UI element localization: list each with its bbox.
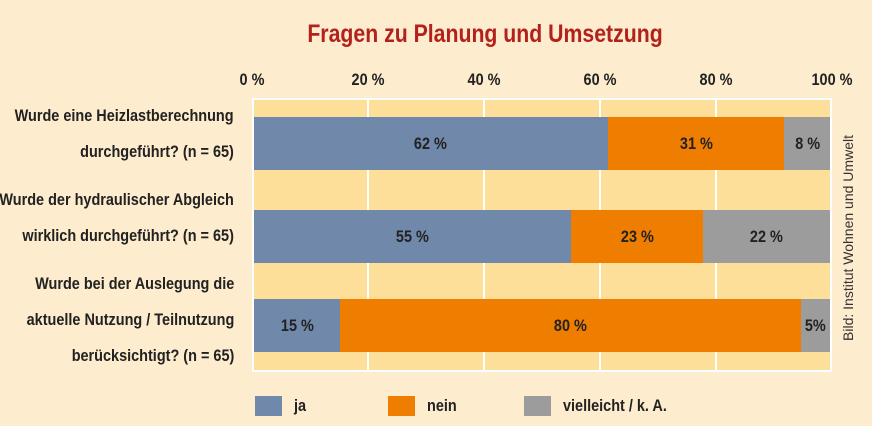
x-tick-label: 100 % [811,70,853,89]
x-tick-label: 0 % [239,70,265,89]
legend-label: ja [294,396,307,415]
data-label: 55 % [395,226,429,246]
category-label: Wurde der hydraulischer Abgleich [0,190,234,209]
data-label: 62 % [414,133,448,153]
data-label: 23 % [620,226,654,246]
category-label: berücksichtigt? (n = 65) [71,346,234,365]
legend-label: nein [427,396,457,415]
legend-label: vielleicht / k. A. [563,396,667,415]
category-label: aktuelle Nutzung / Teilnutzung [26,310,234,329]
stacked-bar: 62 % 31 % 8 % [254,117,830,170]
bar-segment-vielleicht-k-a-: 8 % [784,117,830,170]
data-label: 8 % [794,133,820,153]
legend-item: vielleicht / k. A. [524,396,685,416]
bar-segment-nein: 80 % [340,299,802,352]
bar-segment-ja: 55 % [254,210,571,263]
legend-swatch [524,396,551,416]
bar-segment-vielleicht-k-a-: 22 % [703,210,830,263]
stacked-bar: 55 % 23 % 22 % [254,210,830,263]
x-tick-label: 40 % [467,70,501,89]
data-label: 15 % [280,315,314,335]
x-tick-label: 20 % [351,70,385,89]
plot-area: 62 % 31 % 8 % 55 % 23 % 22 % 15 % 80 % 5% [252,98,832,372]
category-label: wirklich durchgeführt? (n = 65) [22,226,234,245]
bar-segment-ja: 62 % [254,117,608,170]
bar-segment-vielleicht-k-a-: 5% [801,299,830,352]
data-label: 80 % [554,315,588,335]
data-label: 5% [805,315,827,335]
legend-item: ja [255,396,308,416]
bar-segment-ja: 15 % [254,299,341,352]
category-label: Wurde eine Heizlastberechnung [15,106,234,125]
data-label: 22 % [750,226,784,246]
image-credit: Bild: Institut Wohnen und Umwelt [840,135,856,341]
legend-item: nein [388,396,462,416]
chart-title: Fragen zu Planung und Umsetzung [307,20,663,48]
stacked-bar: 15 % 80 % 5% [254,299,830,352]
x-tick-label: 60 % [583,70,617,89]
legend-swatch [255,396,282,416]
bar-segment-nein: 23 % [570,210,704,263]
category-label: durchgeführt? (n = 65) [80,142,234,161]
bar-segment-nein: 31 % [607,117,785,170]
data-label: 31 % [679,133,713,153]
category-label: Wurde bei der Auslegung die [34,274,234,293]
x-tick-label: 80 % [699,70,733,89]
legend-swatch [388,396,415,416]
